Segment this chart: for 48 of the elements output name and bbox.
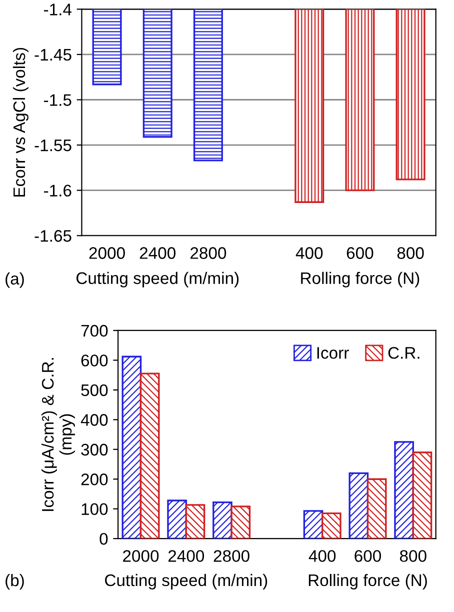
x-tick-label: 600 bbox=[346, 247, 374, 259]
bar bbox=[167, 500, 187, 539]
x-axis-title: Cutting speed (m/min) bbox=[76, 272, 239, 288]
y-tick-label: -1.5 bbox=[44, 94, 72, 106]
x-tick-label: 2800 bbox=[190, 247, 226, 259]
y-axis-title: Ecorr vs AgCl (volts) bbox=[12, 48, 28, 197]
bar bbox=[212, 501, 232, 539]
x-tick-label: 800 bbox=[397, 247, 424, 259]
text: (b) bbox=[6, 574, 24, 590]
text: Rolling force (N) bbox=[301, 272, 420, 288]
y-tick-label: 100 bbox=[82, 503, 108, 516]
bar bbox=[322, 512, 342, 539]
bar bbox=[122, 356, 142, 539]
legend-label: C.R. bbox=[388, 347, 420, 359]
y-tick-label: 300 bbox=[81, 444, 108, 456]
bar bbox=[366, 478, 387, 539]
x-tick-label: 400 bbox=[308, 550, 336, 562]
y-tick-label: -1.45 bbox=[34, 49, 72, 61]
y-tick-label: 400 bbox=[80, 414, 108, 426]
y-tick-label: 500 bbox=[81, 384, 108, 396]
y-tick-label: -1.65 bbox=[34, 230, 72, 242]
x-tick-label: 2400 bbox=[168, 550, 204, 562]
bar bbox=[140, 372, 160, 539]
x-tick-label: 2800 bbox=[214, 550, 250, 562]
bar bbox=[230, 506, 251, 539]
x-tick-label: 600 bbox=[354, 550, 381, 562]
x-tick-label: 400 bbox=[296, 247, 323, 259]
y-axis-title: Icorr (μA/cm²) & C.R. (mpy) bbox=[41, 358, 75, 511]
y-tick-label: -1.55 bbox=[34, 140, 72, 152]
y-tick-label: 0 bbox=[100, 532, 108, 545]
bar bbox=[394, 441, 414, 539]
y-tick-label: -1.4 bbox=[44, 4, 72, 16]
text: Rolling force (N) bbox=[308, 574, 427, 590]
bar bbox=[412, 452, 432, 539]
y-tick-label: 200 bbox=[81, 474, 108, 486]
x-axis-title: Cutting speed (m/min) bbox=[105, 574, 268, 590]
y-tick-label: -1.6 bbox=[44, 184, 72, 197]
bar bbox=[348, 472, 369, 539]
x-tick-label: 2400 bbox=[140, 247, 176, 259]
text: (a) bbox=[6, 272, 24, 288]
x-tick-label: 2000 bbox=[123, 550, 159, 562]
bar bbox=[303, 510, 324, 539]
bar bbox=[185, 504, 206, 539]
x-tick-label: 800 bbox=[400, 550, 426, 562]
y-tick-label: 600 bbox=[81, 354, 108, 366]
legend-label: Icorr bbox=[317, 347, 349, 359]
x-tick-label: 2000 bbox=[89, 247, 125, 259]
y-tick-label: 700 bbox=[81, 324, 108, 337]
